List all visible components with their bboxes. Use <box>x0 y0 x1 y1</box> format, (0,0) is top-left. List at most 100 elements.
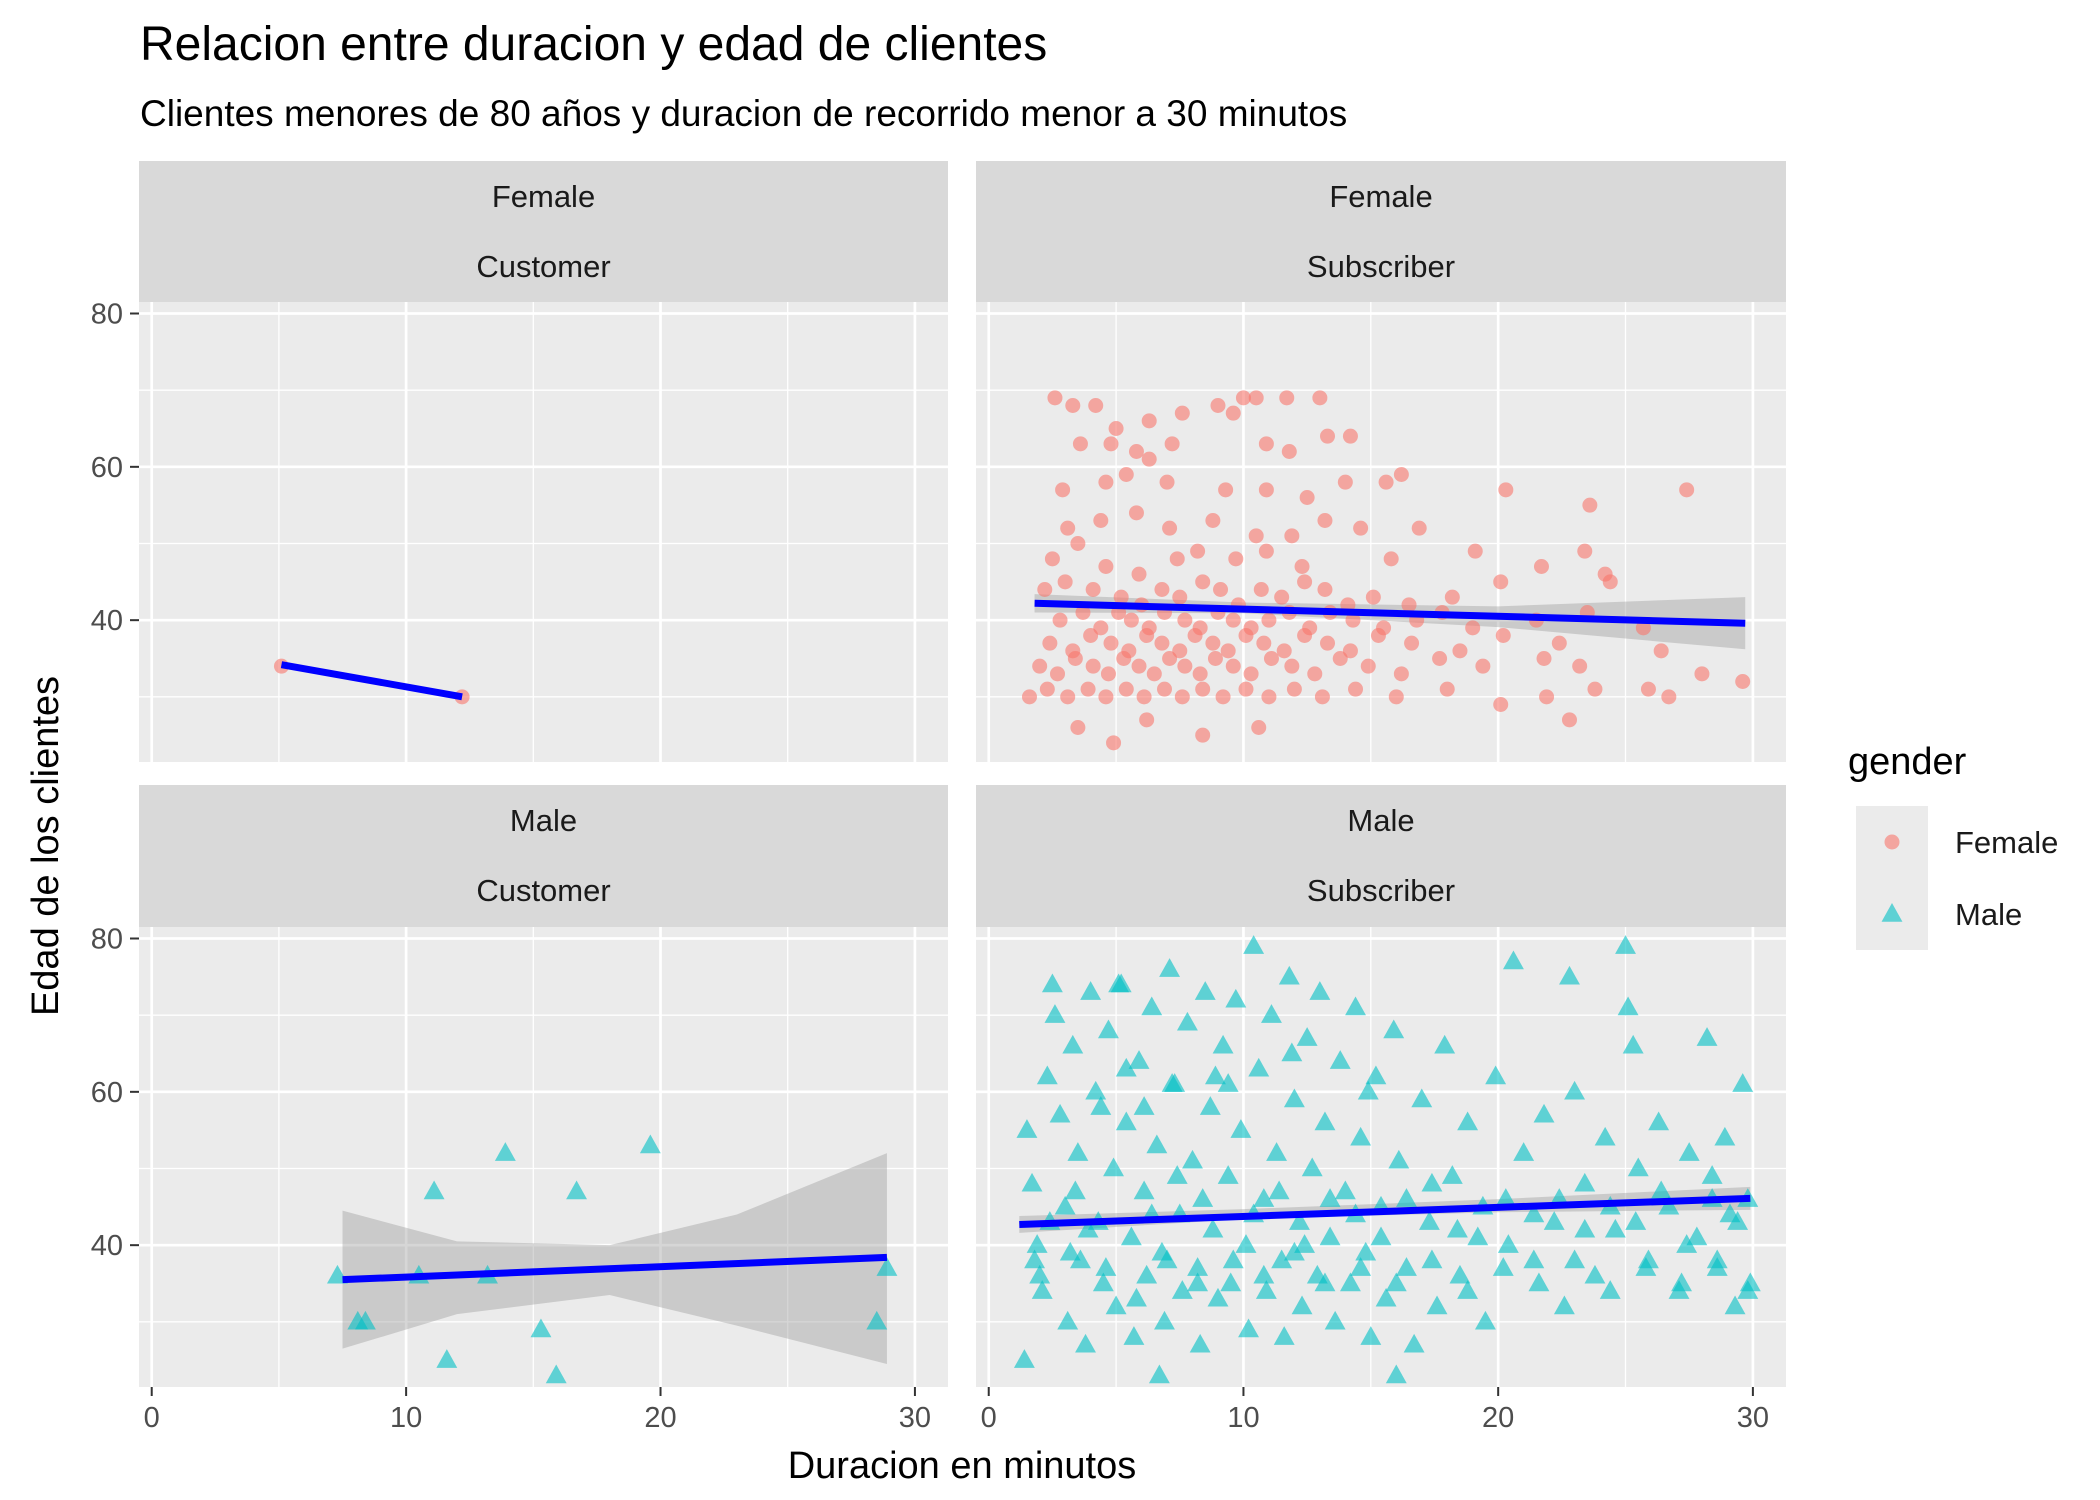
facet-panels: FemaleCustomer406080FemaleSubscriberMale… <box>91 161 1786 1434</box>
data-point <box>1037 582 1053 597</box>
chart-title: Relacion entre duracion y edad de client… <box>140 18 1047 71</box>
data-point <box>1650 1180 1672 1200</box>
data-point <box>1133 1180 1155 1200</box>
data-point <box>1679 482 1695 498</box>
legend-marker <box>1884 834 1900 850</box>
data-point <box>1475 658 1491 674</box>
data-point <box>1301 1157 1323 1177</box>
data-point <box>1141 996 1163 1016</box>
data-point <box>1561 712 1577 728</box>
strip-label: Male <box>1347 803 1414 838</box>
data-point <box>1493 574 1509 590</box>
data-point <box>1225 988 1247 1008</box>
strip-background <box>139 161 948 302</box>
data-point <box>1098 559 1114 574</box>
legend-item-male: Male <box>1856 878 2022 950</box>
data-point <box>1497 1234 1519 1253</box>
data-point <box>1307 666 1323 682</box>
data-point <box>1319 1226 1341 1246</box>
data-point <box>1199 1096 1221 1115</box>
data-point <box>1357 1080 1379 1100</box>
data-point <box>1474 1310 1496 1330</box>
data-point <box>1041 973 1063 993</box>
data-point <box>1339 1272 1361 1292</box>
data-point <box>1060 689 1076 705</box>
data-point <box>1324 1310 1346 1330</box>
data-point <box>1286 681 1302 697</box>
data-point <box>1296 1027 1318 1046</box>
data-point <box>1166 1165 1188 1184</box>
data-point <box>1195 727 1211 743</box>
data-point <box>1686 1226 1708 1246</box>
data-point <box>1146 666 1162 682</box>
data-point <box>1314 689 1330 705</box>
data-point <box>1225 405 1241 421</box>
data-point <box>1100 666 1116 682</box>
data-point <box>1141 451 1157 467</box>
data-point <box>1314 1111 1336 1131</box>
data-point <box>1706 1249 1728 1269</box>
data-point <box>1139 628 1155 643</box>
data-point <box>1582 497 1598 513</box>
data-point <box>1258 482 1274 498</box>
data-point <box>1676 1234 1698 1253</box>
data-point <box>1553 1295 1575 1315</box>
data-point <box>1021 1172 1043 1192</box>
data-point <box>1248 528 1264 544</box>
data-point <box>1370 628 1386 643</box>
fit-line <box>1034 599 1746 627</box>
data-point <box>1202 1218 1224 1238</box>
data-point <box>1622 1034 1644 1054</box>
data-point <box>1599 1280 1621 1299</box>
data-point <box>1393 666 1409 682</box>
data-point <box>1093 513 1109 528</box>
data-point <box>1485 1065 1507 1085</box>
data-point <box>1248 1057 1270 1077</box>
data-point <box>1594 1126 1616 1146</box>
data-point <box>1559 965 1580 985</box>
data-point <box>1146 1134 1168 1154</box>
data-point <box>1162 651 1178 666</box>
data-point <box>1039 681 1055 697</box>
data-point <box>1172 589 1188 605</box>
data-point <box>1648 1111 1670 1131</box>
data-point <box>1533 559 1549 574</box>
data-point <box>1212 1034 1234 1054</box>
data-point <box>1171 1280 1193 1299</box>
data-point <box>1156 1249 1178 1269</box>
data-point <box>1574 1218 1596 1238</box>
data-point <box>1261 612 1277 628</box>
strip-label: Female <box>1329 179 1432 214</box>
data-point <box>1220 1272 1242 1292</box>
data-point <box>1210 398 1226 413</box>
data-point <box>1319 1188 1341 1207</box>
data-point <box>1159 958 1181 977</box>
data-point <box>1396 1257 1417 1276</box>
data-point <box>1190 543 1206 559</box>
data-point <box>1365 1065 1387 1085</box>
data-point <box>1551 635 1567 651</box>
data-point <box>1044 1004 1066 1023</box>
data-point <box>1426 1295 1448 1315</box>
legend-label: Female <box>1955 825 2058 860</box>
data-point <box>1070 536 1086 551</box>
data-point <box>1615 935 1636 954</box>
data-point <box>1317 513 1333 528</box>
data-point <box>1299 490 1315 505</box>
data-point <box>1528 1272 1550 1292</box>
data-point <box>566 1180 588 1200</box>
data-point <box>1204 1065 1226 1085</box>
data-point <box>1133 1096 1155 1115</box>
data-point <box>1085 1080 1107 1100</box>
data-point <box>1320 635 1336 651</box>
data-point <box>1106 735 1122 751</box>
data-point <box>1268 1180 1290 1200</box>
data-point <box>1635 1257 1657 1276</box>
data-point <box>1385 1272 1407 1292</box>
data-point <box>1092 1272 1114 1292</box>
data-point <box>1396 1188 1417 1207</box>
data-point <box>1054 1195 1076 1215</box>
data-point <box>1393 467 1409 482</box>
data-point <box>1016 1119 1038 1138</box>
data-point <box>1108 973 1130 993</box>
